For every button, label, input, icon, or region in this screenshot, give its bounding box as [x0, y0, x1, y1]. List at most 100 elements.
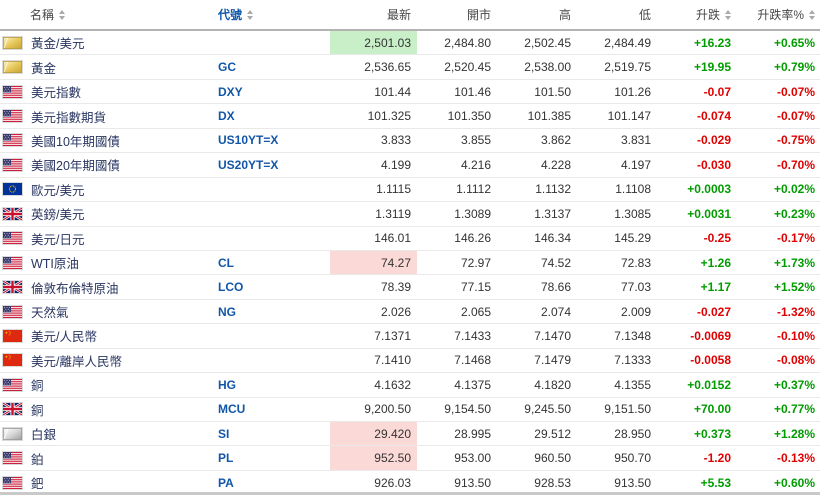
instrument-name[interactable]: 倫敦布倫特原油	[31, 281, 119, 296]
name-cell: 英鎊/美元	[0, 202, 218, 225]
instrument-name[interactable]: 黃金/美元	[31, 37, 85, 52]
open-price: 101.350	[447, 109, 491, 124]
table-row[interactable]: 歐元/美元 1.1115 1.1112 1.1132 1.1108 +0.000…	[0, 178, 820, 203]
high-price: 9,245.50	[524, 402, 571, 417]
instrument-name[interactable]: 美元指數期貨	[31, 110, 107, 125]
column-header-label: 最新	[386, 8, 411, 22]
column-header-symbol[interactable]: 代號	[218, 0, 330, 29]
instrument-name[interactable]: 美國20年期國債	[31, 159, 120, 174]
table-row[interactable]: 倫敦布倫特原油 LCO 78.39 77.15 78.66 77.03 +1.1…	[0, 275, 820, 300]
instrument-symbol[interactable]	[218, 178, 330, 201]
column-header-name[interactable]: 名稱	[0, 0, 218, 29]
instrument-name[interactable]: 美元/日元	[31, 232, 85, 247]
change-percent: +0.23%	[773, 206, 815, 221]
instrument-name[interactable]: 白銀	[31, 428, 57, 443]
instrument-symbol[interactable]: DX	[218, 109, 235, 124]
instrument-name[interactable]: 美元指數	[31, 86, 82, 101]
table-row[interactable]: 英鎊/美元 1.3119 1.3089 1.3137 1.3085 +0.003…	[0, 202, 820, 227]
high-price: 146.34	[534, 231, 571, 246]
table-row[interactable]: 美元/人民幣 7.1371 7.1433 7.1470 7.1348 -0.00…	[0, 324, 820, 349]
table-row[interactable]: 鉑 PL 952.50 953.00 960.50 950.70 -1.20 -…	[0, 446, 820, 471]
high-price: 101.385	[527, 109, 571, 124]
low-price: 2.009	[620, 304, 651, 319]
open-price: 913.50	[454, 475, 491, 490]
instrument-symbol[interactable]: US20YT=X	[218, 157, 279, 172]
column-header-change-percent[interactable]: 升跌率%	[737, 0, 820, 29]
instrument-symbol[interactable]: CL	[218, 255, 234, 270]
instrument-symbol[interactable]	[218, 202, 330, 225]
table-row[interactable]: 美元指數期貨 DX 101.325 101.350 101.385 101.14…	[0, 104, 820, 129]
table-row[interactable]: 銅 HG 4.1632 4.1375 4.1820 4.1355 +0.0152…	[0, 373, 820, 398]
change-value: -0.029	[696, 133, 731, 148]
instrument-symbol[interactable]: LCO	[218, 280, 244, 295]
high-price: 7.1470	[534, 328, 571, 343]
instrument-name[interactable]: 美元/人民幣	[31, 330, 97, 345]
table-row[interactable]: 天然氣 NG 2.026 2.065 2.074 2.009 -0.027 -1…	[0, 300, 820, 325]
instrument-symbol[interactable]: DXY	[218, 84, 243, 99]
instrument-name[interactable]: 天然氣	[31, 306, 69, 321]
instrument-name[interactable]: WTI原油	[31, 257, 79, 272]
column-header-change[interactable]: 升跌	[657, 0, 737, 29]
open-price: 7.1468	[454, 353, 491, 368]
table-row[interactable]: 黃金 GC 2,536.65 2,520.45 2,538.00 2,519.7…	[0, 55, 820, 80]
instrument-symbol[interactable]	[218, 349, 330, 372]
instrument-symbol[interactable]: US10YT=X	[218, 133, 279, 148]
table-row[interactable]: 美國10年期國債 US10YT=X 3.833 3.855 3.862 3.83…	[0, 129, 820, 154]
column-header-label: 高	[558, 8, 571, 22]
instrument-symbol[interactable]: HG	[218, 377, 236, 392]
instrument-name[interactable]: 銅	[31, 403, 44, 418]
low-price: 4.197	[620, 157, 651, 172]
instrument-symbol[interactable]: PL	[218, 451, 234, 466]
name-cell: 黃金	[0, 55, 218, 78]
table-row[interactable]: 美國20年期國債 US20YT=X 4.199 4.216 4.228 4.19…	[0, 153, 820, 178]
instrument-name[interactable]: 鈀	[31, 477, 44, 492]
instrument-symbol[interactable]: SI	[218, 426, 230, 441]
flag-eu	[3, 183, 22, 196]
table-row[interactable]: 黃金/美元 2,501.03 2,484.80 2,502.45 2,484.4…	[0, 31, 820, 56]
open-price: 3.855	[460, 133, 491, 148]
open-price: 72.97	[460, 255, 491, 270]
open-price: 146.26	[454, 231, 491, 246]
high-price: 29.512	[534, 426, 571, 441]
instrument-symbol[interactable]: GC	[218, 60, 236, 75]
column-header-label: 名稱	[30, 8, 55, 22]
high-price: 2.074	[540, 304, 571, 319]
instrument-symbol[interactable]: NG	[218, 304, 236, 319]
instrument-symbol[interactable]: MCU	[218, 402, 246, 417]
sort-icon	[809, 9, 815, 20]
open-price: 2,484.80	[444, 35, 491, 50]
sort-icon	[59, 9, 66, 20]
instrument-name[interactable]: 銅	[31, 379, 44, 394]
high-price: 1.1132	[535, 182, 571, 197]
change-value: -0.07	[703, 84, 731, 99]
instrument-symbol[interactable]	[218, 324, 330, 347]
instrument-name[interactable]: 美元/離岸人民幣	[31, 354, 122, 369]
table-row[interactable]: 美元指數 DXY 101.44 101.46 101.50 101.26 -0.…	[0, 80, 820, 105]
table-row[interactable]: 美元/離岸人民幣 7.1410 7.1468 7.1479 7.1333 -0.…	[0, 349, 820, 374]
instrument-name[interactable]: 歐元/美元	[31, 183, 85, 198]
name-cell: 美元/離岸人民幣	[0, 349, 218, 372]
instrument-name[interactable]: 美國10年期國債	[31, 134, 120, 149]
instrument-name[interactable]: 鉑	[31, 452, 44, 467]
change-percent: +0.02%	[773, 182, 815, 197]
instrument-symbol[interactable]	[218, 227, 330, 250]
table-row[interactable]: 銅 MCU 9,200.50 9,154.50 9,245.50 9,151.5…	[0, 398, 820, 422]
last-price: 2.026	[380, 304, 411, 319]
table-row[interactable]: WTI原油 CL 74.27 72.97 74.52 72.83 +1.26 +…	[0, 250, 820, 276]
table-row[interactable]: 美元/日元 146.01 146.26 146.34 145.29 -0.25 …	[0, 227, 820, 251]
table-row[interactable]: 白銀 SI 29.420 28.995 29.512 28.950 +0.373…	[0, 422, 820, 447]
flag-cn	[3, 329, 22, 342]
flag-us	[3, 256, 22, 269]
flag-us	[3, 158, 22, 171]
change-value: -0.030	[696, 157, 731, 172]
name-cell: WTI原油	[0, 251, 218, 274]
instrument-symbol[interactable]: PA	[218, 475, 234, 490]
instrument-name[interactable]: 英鎊/美元	[31, 208, 85, 223]
instrument-name[interactable]: 黃金	[31, 61, 57, 76]
name-cell: 美國20年期國債	[0, 153, 218, 176]
name-cell: 美元指數期貨	[0, 104, 218, 127]
instrument-symbol[interactable]	[218, 31, 330, 54]
low-price: 28.950	[614, 426, 651, 441]
change-percent: +0.77%	[773, 402, 815, 417]
